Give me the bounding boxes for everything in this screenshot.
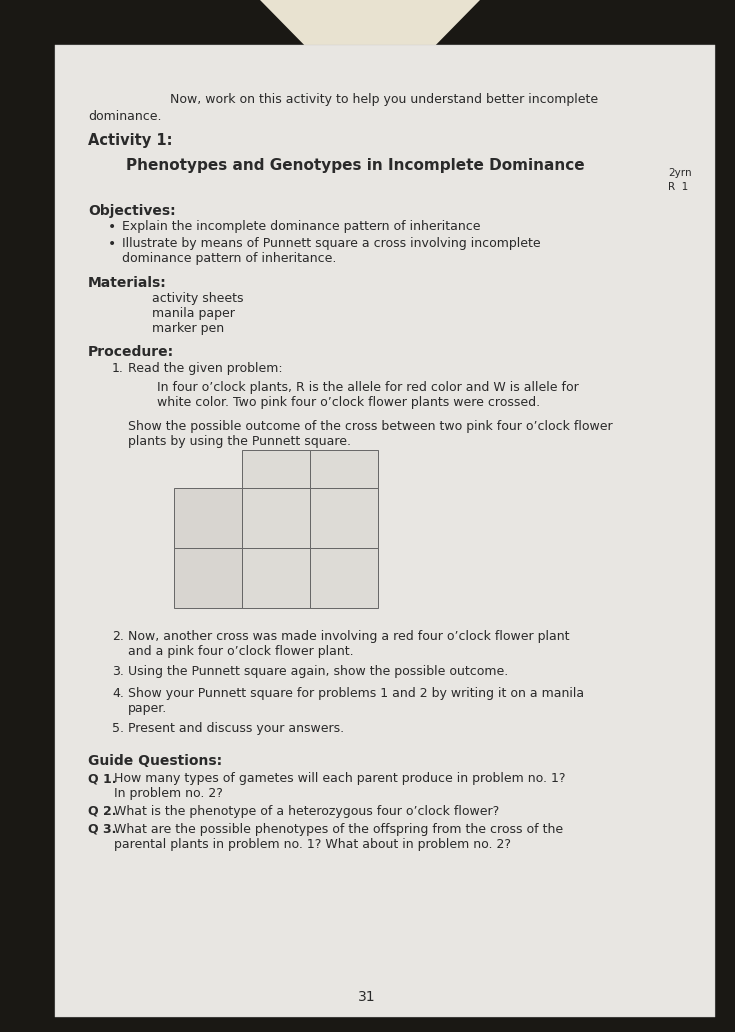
Text: Q 2.: Q 2. (88, 805, 117, 818)
Text: and a pink four o’clock flower plant.: and a pink four o’clock flower plant. (128, 645, 354, 658)
Text: Using the Punnett square again, show the possible outcome.: Using the Punnett square again, show the… (128, 665, 508, 678)
Bar (242, 488, 310, 548)
Text: marker pen: marker pen (152, 322, 224, 335)
Bar (242, 450, 310, 488)
Text: activity sheets: activity sheets (152, 292, 243, 305)
Text: 31: 31 (358, 990, 376, 1004)
Text: Show the possible outcome of the cross between two pink four o’clock flower: Show the possible outcome of the cross b… (128, 420, 613, 433)
Text: Q 3.: Q 3. (88, 823, 116, 836)
Text: 2yrn: 2yrn (668, 168, 692, 178)
Text: 1.: 1. (112, 362, 124, 375)
Text: Procedure:: Procedure: (88, 345, 174, 359)
Text: paper.: paper. (128, 702, 168, 715)
Bar (310, 548, 378, 608)
Text: dominance pattern of inheritance.: dominance pattern of inheritance. (122, 252, 337, 265)
Text: manila paper: manila paper (152, 307, 235, 320)
Text: Q 1.: Q 1. (88, 772, 117, 785)
Text: Present and discuss your answers.: Present and discuss your answers. (128, 722, 344, 735)
Text: •: • (108, 220, 116, 234)
Text: plants by using the Punnett square.: plants by using the Punnett square. (128, 436, 351, 448)
Text: In four o’clock plants, R is the allele for red color and W is allele for: In four o’clock plants, R is the allele … (157, 381, 578, 394)
Text: What are the possible phenotypes of the offspring from the cross of the: What are the possible phenotypes of the … (114, 823, 563, 836)
Polygon shape (260, 0, 480, 112)
Text: Materials:: Materials: (88, 276, 167, 290)
Text: Read the given problem:: Read the given problem: (128, 362, 283, 375)
FancyBboxPatch shape (55, 45, 715, 1017)
Bar (174, 488, 242, 548)
Text: Activity 1:: Activity 1: (88, 133, 173, 148)
Text: Guide Questions:: Guide Questions: (88, 754, 222, 768)
Text: dominance.: dominance. (88, 110, 162, 123)
Text: How many types of gametes will each parent produce in problem no. 1?: How many types of gametes will each pare… (114, 772, 565, 785)
Text: white color. Two pink four o’clock flower plants were crossed.: white color. Two pink four o’clock flowe… (157, 396, 540, 409)
Text: 3.: 3. (112, 665, 124, 678)
Text: Illustrate by means of Punnett square a cross involving incomplete: Illustrate by means of Punnett square a … (122, 237, 541, 250)
Text: 2.: 2. (112, 630, 124, 643)
Text: Objectives:: Objectives: (88, 204, 176, 218)
Bar (310, 488, 378, 548)
Text: •: • (108, 237, 116, 251)
Text: Show your Punnett square for problems 1 and 2 by writing it on a manila: Show your Punnett square for problems 1 … (128, 687, 584, 700)
Text: Phenotypes and Genotypes in Incomplete Dominance: Phenotypes and Genotypes in Incomplete D… (126, 158, 584, 173)
Text: parental plants in problem no. 1? What about in problem no. 2?: parental plants in problem no. 1? What a… (114, 838, 511, 851)
Text: In problem no. 2?: In problem no. 2? (114, 787, 223, 800)
Text: R  1: R 1 (668, 182, 688, 192)
Text: Explain the incomplete dominance pattern of inheritance: Explain the incomplete dominance pattern… (122, 220, 481, 233)
Text: 4.: 4. (112, 687, 124, 700)
Bar (174, 548, 242, 608)
Text: What is the phenotype of a heterozygous four o’clock flower?: What is the phenotype of a heterozygous … (114, 805, 499, 818)
Bar (242, 548, 310, 608)
Text: Now, work on this activity to help you understand better incomplete: Now, work on this activity to help you u… (170, 93, 598, 106)
Text: 5.: 5. (112, 722, 124, 735)
Bar (310, 450, 378, 488)
Text: Now, another cross was made involving a red four o’clock flower plant: Now, another cross was made involving a … (128, 630, 570, 643)
